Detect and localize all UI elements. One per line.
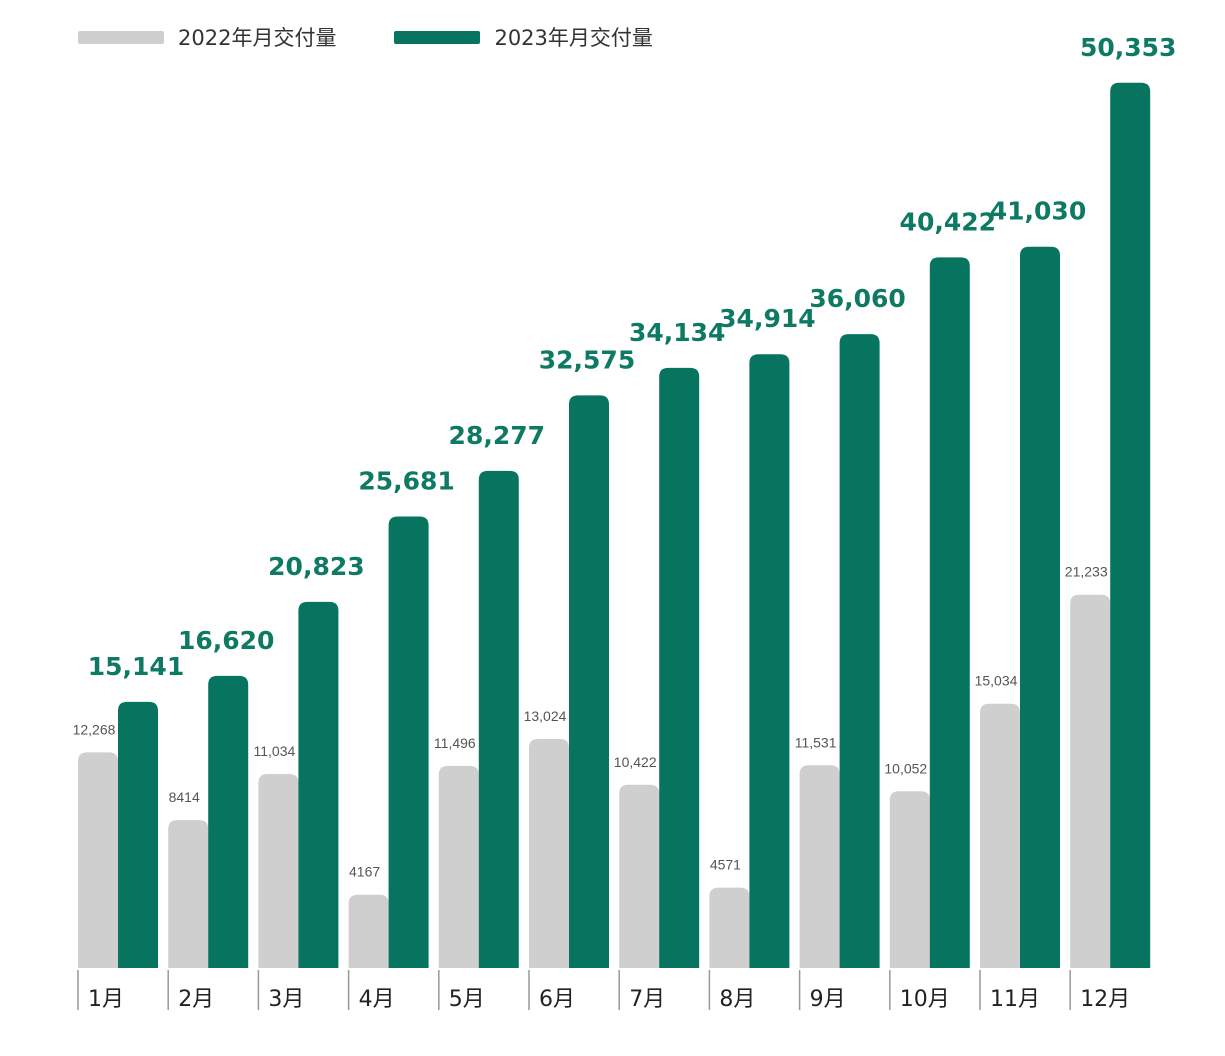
month-label-1: 1月 <box>88 987 124 1012</box>
bar-2022-7 <box>619 784 660 968</box>
bar-2023-11 <box>1020 246 1060 968</box>
bar-2023-9 <box>839 334 880 968</box>
bar-2022-5 <box>438 765 479 968</box>
legend-item-2022: 2022年月交付量 <box>78 22 336 52</box>
month-label-9: 9月 <box>810 987 846 1012</box>
month-label-5: 5月 <box>449 987 485 1012</box>
bar-2022-11 <box>980 703 1020 968</box>
label-2023-4: 25,681 <box>358 467 454 496</box>
label-2022-10: 10,052 <box>884 760 927 776</box>
label-2022-1: 12,268 <box>73 721 116 737</box>
bar-2023-12 <box>1110 82 1151 969</box>
bar-2023-3 <box>298 601 339 968</box>
label-2023-11: 41,030 <box>990 197 1086 226</box>
month-label-3: 3月 <box>268 987 304 1012</box>
month-label-10: 10月 <box>900 987 950 1012</box>
label-2022-7: 10,422 <box>614 754 657 770</box>
bar-2022-10 <box>889 791 930 968</box>
bar-2022-4 <box>348 894 389 968</box>
bar-2023-10 <box>929 257 970 968</box>
label-2023-12: 50,353 <box>1080 33 1176 62</box>
label-2022-6: 13,024 <box>524 708 567 724</box>
month-label-7: 7月 <box>629 987 665 1012</box>
label-2022-9: 11,531 <box>795 734 837 750</box>
bar-2022-1 <box>78 752 118 968</box>
legend: 2022年月交付量 2023年月交付量 <box>78 22 653 52</box>
legend-swatch-2023 <box>394 30 481 44</box>
label-2023-5: 28,277 <box>449 421 545 450</box>
bar-2023-8 <box>749 354 790 968</box>
month-label-12: 12月 <box>1080 987 1130 1012</box>
label-2022-8: 4571 <box>710 857 741 873</box>
label-2023-9: 36,060 <box>809 284 905 313</box>
label-2023-10: 40,422 <box>900 207 996 236</box>
label-2023-2: 16,620 <box>178 626 274 655</box>
label-2022-4: 4167 <box>349 864 380 880</box>
label-2023-3: 20,823 <box>268 552 364 581</box>
bar-2023-6 <box>569 395 609 968</box>
legend-label-2023: 2023年月交付量 <box>494 26 653 50</box>
bar-2023-4 <box>388 516 429 968</box>
label-2022-2: 8414 <box>169 789 200 805</box>
label-2023-8: 34,914 <box>719 304 815 333</box>
label-2022-5: 11,496 <box>434 735 476 751</box>
month-label-6: 6月 <box>539 987 575 1012</box>
label-2023-6: 32,575 <box>539 345 635 374</box>
month-label-4: 4月 <box>359 987 395 1012</box>
legend-label-2022: 2022年月交付量 <box>178 26 337 50</box>
month-label-2: 2月 <box>178 987 214 1012</box>
bar-2022-3 <box>258 774 299 968</box>
bar-2022-6 <box>529 739 569 968</box>
month-label-8: 8月 <box>719 987 755 1012</box>
month-label-11: 11月 <box>990 987 1040 1012</box>
label-2023-7: 34,134 <box>629 318 725 347</box>
bar-2022-8 <box>709 887 750 968</box>
bar-2023-2 <box>208 675 249 968</box>
label-2023-1: 15,141 <box>88 652 184 681</box>
label-2022-3: 11,034 <box>254 743 296 759</box>
legend-swatch-2022 <box>78 30 164 44</box>
bar-2022-2 <box>168 820 209 968</box>
label-2022-11: 15,034 <box>975 673 1018 689</box>
label-2022-12: 21,233 <box>1065 564 1108 580</box>
bar-2023-1 <box>118 701 158 968</box>
bar-2022-12 <box>1070 594 1111 968</box>
bar-2022-9 <box>799 765 840 968</box>
legend-item-2023: 2023年月交付量 <box>394 22 653 52</box>
bar-2023-5 <box>478 470 519 968</box>
bar-2023-7 <box>659 367 700 968</box>
